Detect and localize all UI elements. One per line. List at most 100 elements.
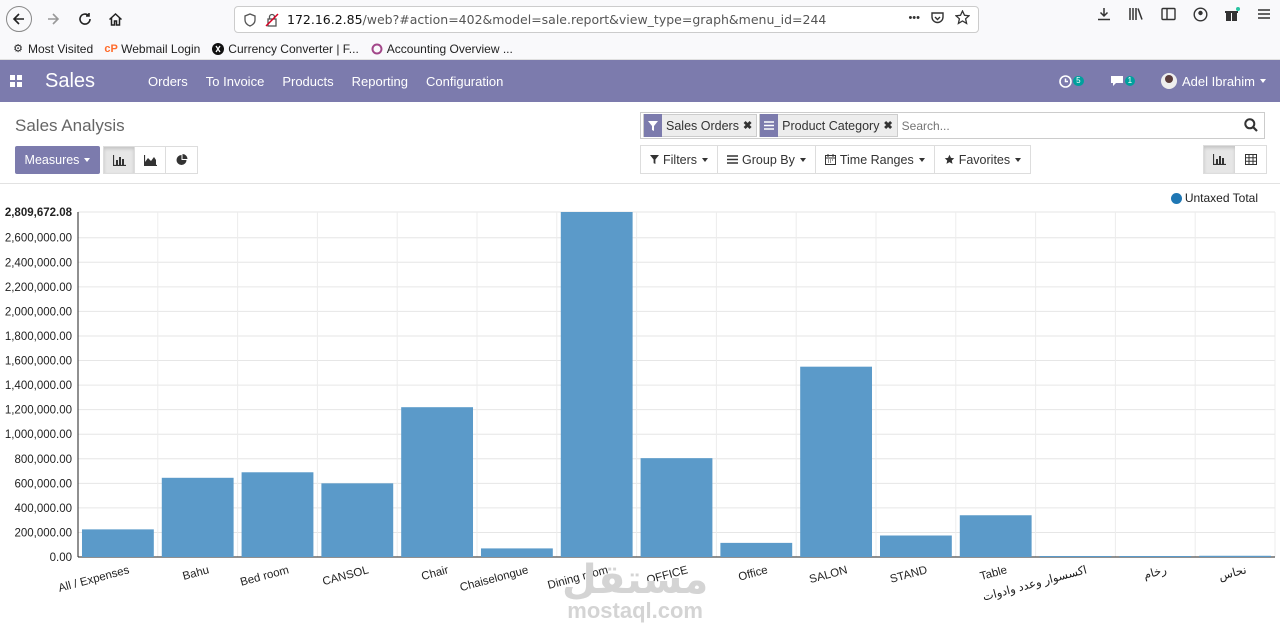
bar — [1199, 555, 1272, 557]
insecure-lock-icon[interactable] — [265, 12, 279, 27]
bar-chart-icon — [112, 154, 126, 166]
facet-sales-orders[interactable]: Sales Orders ✖ — [643, 114, 758, 137]
view-switcher — [1203, 145, 1267, 174]
bookmark-accounting[interactable]: Accounting Overview ... — [371, 42, 513, 56]
calendar-icon — [824, 154, 836, 165]
close-icon[interactable]: ✖ — [883, 120, 893, 132]
menu-orders[interactable]: Orders — [148, 73, 188, 89]
bar — [161, 477, 234, 557]
home-icon[interactable] — [102, 6, 128, 32]
y-tick-label: 600,000.00 — [14, 478, 72, 490]
search-box[interactable]: Sales Orders ✖ Product Category ✖ — [640, 112, 1265, 139]
download-icon[interactable] — [1096, 6, 1112, 22]
bar — [560, 212, 633, 557]
bookmark-currency[interactable]: Currency Converter | F... — [212, 42, 359, 56]
x-tick-label: Bahu — [181, 564, 210, 583]
x-tick-label: All / Expenses — [57, 564, 131, 595]
groupby-label: Group By — [742, 152, 795, 167]
page-actions-icon[interactable]: ••• — [908, 11, 920, 24]
bar-chart-button[interactable] — [104, 147, 135, 173]
line-chart-button[interactable] — [135, 147, 166, 173]
bookmark-label: Webmail Login — [121, 41, 201, 56]
bookmark-label: Currency Converter | F... — [228, 41, 359, 56]
control-panel-divider — [0, 183, 1280, 184]
bookmarks-bar: ⚙ Most Visited cP Webmail Login Currency… — [0, 38, 1280, 60]
menu-products[interactable]: Products — [282, 73, 334, 89]
measures-button[interactable]: Measures — [15, 146, 100, 174]
x-tick-label: SALON — [808, 564, 849, 586]
bar — [1119, 556, 1192, 557]
forward-arrow-icon[interactable] — [40, 6, 66, 32]
account-icon[interactable] — [1192, 6, 1208, 22]
app-title[interactable]: Sales — [45, 69, 96, 92]
menu-configuration[interactable]: Configuration — [426, 73, 504, 89]
bookmark-webmail[interactable]: cP Webmail Login — [104, 41, 201, 56]
message-badge: 1 — [1124, 76, 1136, 86]
groupby-dropdown[interactable]: Group By — [718, 146, 816, 173]
clock-icon — [1059, 74, 1072, 88]
bar — [720, 542, 793, 557]
caret-down-icon — [918, 157, 925, 162]
activity-badge: 5 — [1073, 76, 1084, 86]
table-icon — [1244, 154, 1257, 165]
x-tick-label: STAND — [889, 564, 929, 585]
groupby-icon — [760, 114, 779, 137]
url-text: 172.16.2.85/web?#action=402&model=sale.r… — [287, 12, 826, 27]
shield-icon[interactable] — [243, 12, 257, 27]
sidebar-icon[interactable] — [1160, 6, 1176, 22]
bookmark-star-icon[interactable] — [955, 10, 970, 25]
close-icon[interactable]: ✖ — [742, 120, 753, 132]
menu-to-invoice[interactable]: To Invoice — [205, 73, 265, 89]
hamburger-menu-icon[interactable] — [1256, 6, 1272, 22]
chevron-down-icon — [1260, 79, 1266, 83]
user-menu[interactable]: Adel Ibrahim — [1161, 73, 1266, 89]
avatar — [1161, 73, 1178, 89]
time-ranges-dropdown[interactable]: Time Ranges — [815, 146, 935, 173]
chart-legend[interactable]: Untaxed Total — [1170, 191, 1258, 205]
pivot-view-button[interactable] — [1235, 146, 1266, 173]
bar — [241, 472, 314, 557]
pocket-icon[interactable] — [930, 11, 945, 25]
pie-chart-button[interactable] — [166, 147, 197, 173]
x-tick-label: Chair — [420, 564, 450, 583]
caret-down-icon — [702, 157, 709, 162]
facet-product-category[interactable]: Product Category ✖ — [759, 114, 898, 137]
reload-icon[interactable] — [72, 6, 98, 32]
x-tick-label: رخام — [1142, 563, 1168, 582]
messages-notification[interactable]: 1 — [1110, 75, 1136, 87]
filter-icon — [644, 114, 662, 137]
activity-notification[interactable]: 5 — [1059, 74, 1084, 88]
x-tick-label: Office — [737, 564, 769, 583]
x-tick-label: Chaiselongue — [459, 564, 530, 594]
measures-label: Measures — [24, 153, 80, 167]
favorites-label: Favorites — [958, 152, 1011, 167]
graph-view-button[interactable] — [1204, 146, 1235, 173]
url-bar[interactable]: 172.16.2.85/web?#action=402&model=sale.r… — [234, 6, 979, 33]
apps-menu-icon[interactable] — [10, 75, 22, 87]
bar — [81, 529, 154, 557]
favorites-dropdown[interactable]: Favorites — [934, 146, 1031, 173]
page-title: Sales Analysis — [15, 116, 125, 135]
y-tick-label: 800,000.00 — [14, 454, 72, 466]
bars-icon — [727, 155, 739, 164]
back-arrow-icon[interactable] — [6, 6, 32, 32]
gear-icon: ⚙ — [13, 43, 23, 55]
facet-label: Product Category — [782, 118, 880, 133]
search-icon[interactable] — [1244, 118, 1258, 132]
library-icon[interactable] — [1128, 6, 1144, 22]
bar — [640, 458, 713, 557]
search-input[interactable] — [901, 118, 1232, 133]
filters-dropdown[interactable]: Filters — [641, 146, 719, 173]
bookmark-most-visited[interactable]: ⚙ Most Visited — [12, 42, 93, 56]
y-tick-label: 400,000.00 — [14, 503, 72, 515]
cpanel-icon: cP — [104, 42, 118, 55]
y-tick-label: 1,200,000.00 — [5, 405, 72, 417]
menu-reporting[interactable]: Reporting — [351, 73, 408, 89]
bar — [401, 407, 474, 557]
bar — [959, 515, 1032, 557]
extensions-icon[interactable] — [1224, 6, 1240, 22]
legend-label: Untaxed Total — [1184, 191, 1258, 205]
bar — [321, 483, 394, 557]
url-path: /web?#action=402&model=sale.report&view_… — [362, 12, 827, 27]
y-tick-label: 2,600,000.00 — [5, 233, 72, 245]
